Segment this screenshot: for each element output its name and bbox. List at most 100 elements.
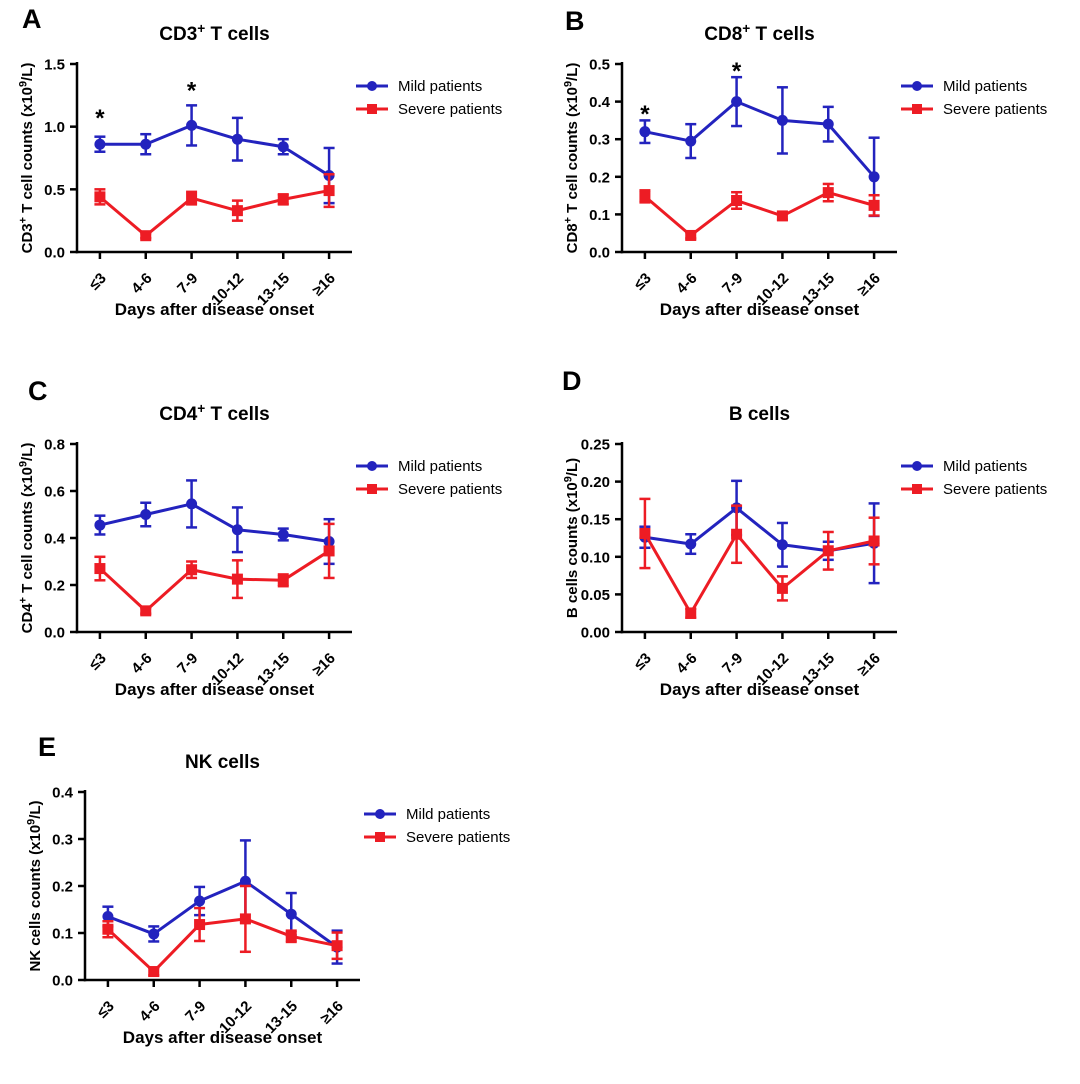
data-point-marker bbox=[639, 126, 651, 138]
legend-label: Severe patients bbox=[398, 101, 502, 118]
y-tick-label: 0.05 bbox=[581, 587, 610, 604]
legend-label: Mild patients bbox=[406, 806, 490, 823]
y-axis-label: CD8+ T cell counts (x109/L) bbox=[562, 63, 581, 254]
legend-label: Mild patients bbox=[398, 78, 482, 95]
data-point-marker bbox=[239, 913, 251, 925]
data-point-marker bbox=[148, 928, 160, 940]
series-line bbox=[106, 917, 338, 974]
data-point-marker bbox=[102, 911, 114, 923]
legend-item-mild-patients: Mild patients bbox=[356, 78, 482, 95]
x-tick-label: ≤3 bbox=[86, 270, 110, 294]
axes bbox=[70, 62, 352, 259]
legend-label: Mild patients bbox=[943, 78, 1027, 95]
y-tick-label: 0.00 bbox=[581, 625, 610, 642]
series-mild-patients bbox=[102, 839, 343, 965]
y-tick-label: 0.3 bbox=[589, 132, 610, 149]
series-line bbox=[99, 123, 330, 177]
panel-letter: B bbox=[565, 6, 585, 36]
y-tick-label: 0.4 bbox=[44, 531, 66, 548]
legend-item-severe-patients: Severe patients bbox=[356, 481, 502, 498]
data-point-marker bbox=[285, 908, 297, 920]
legend-label: Mild patients bbox=[943, 458, 1027, 475]
legend-item-severe-patients: Severe patients bbox=[901, 101, 1047, 118]
legend-marker-circle-icon bbox=[367, 81, 377, 91]
series-line bbox=[98, 549, 330, 613]
y-tick-label: 0.0 bbox=[44, 245, 65, 262]
y-tick-label: 0.3 bbox=[52, 832, 73, 849]
data-point-marker bbox=[277, 141, 289, 153]
x-tick-label: ≥16 bbox=[854, 270, 884, 300]
legend-marker-circle-icon bbox=[375, 809, 385, 819]
series-mild-patients bbox=[94, 104, 335, 205]
data-point-marker bbox=[323, 185, 335, 197]
legend-item-mild-patients: Mild patients bbox=[356, 458, 482, 475]
y-tick-label: 0.0 bbox=[44, 625, 65, 642]
y-tick-label: 0.4 bbox=[589, 94, 611, 111]
data-point-marker bbox=[277, 528, 289, 540]
series-line bbox=[643, 532, 875, 615]
series-severe-patients bbox=[639, 182, 880, 241]
data-point-marker bbox=[776, 114, 788, 126]
data-point-marker bbox=[868, 199, 880, 211]
series-severe-patients bbox=[94, 173, 335, 242]
data-point-marker bbox=[231, 524, 243, 536]
legend-marker-circle-icon bbox=[912, 461, 922, 471]
x-tick-label: ≥16 bbox=[309, 650, 339, 680]
chart-title: NK cells bbox=[185, 752, 260, 773]
y-axis-label: NK cells counts (x109/L) bbox=[25, 800, 44, 971]
y-tick-label: 0.1 bbox=[52, 926, 73, 943]
y-tick-label: 0.4 bbox=[52, 785, 74, 802]
data-point-marker bbox=[194, 895, 206, 907]
data-point-marker bbox=[186, 498, 198, 510]
significance-asterisk: * bbox=[732, 58, 742, 85]
panel-cd3-t-cells: A 0.0 0.5 1.0 1.5 ≤3 4-6 7-9 10-12 13-15 ≥16 CD3+ … bbox=[0, 0, 545, 360]
chart-b-cells: 0.000.050.100.150.200.25≤3 4-6 7-9 10-12 13-… bbox=[562, 404, 1047, 699]
data-point-marker bbox=[140, 605, 152, 617]
significance-asterisk: * bbox=[95, 105, 105, 132]
x-tick-label: ≤3 bbox=[631, 270, 655, 294]
series-line bbox=[644, 100, 876, 178]
legend-item-severe-patients: Severe patients bbox=[356, 101, 502, 118]
series-severe-patients bbox=[639, 497, 880, 619]
data-point-marker bbox=[94, 191, 106, 203]
legend-item-mild-patients: Mild patients bbox=[901, 78, 1027, 95]
x-tick-label: 4-6 bbox=[128, 270, 155, 297]
data-point-marker bbox=[731, 194, 743, 206]
data-point-marker bbox=[231, 573, 243, 585]
y-tick-label: 0.15 bbox=[581, 512, 610, 529]
legend-label: Mild patients bbox=[398, 458, 482, 475]
series-line bbox=[99, 502, 330, 544]
series-line bbox=[643, 191, 875, 237]
panel-cd4-t-cells: C 0.0 0.2 0.4 0.6 0.8 ≤3 4-6 7-9 10-12 13-15 ≥16 CD… bbox=[0, 378, 545, 740]
axes bbox=[78, 790, 360, 987]
panel-letter: E bbox=[38, 732, 57, 762]
data-point-marker bbox=[685, 538, 697, 550]
chart-cd8-t-cells: 0.00.10.20.30.40.5≤3 4-6 7-9 10-12 13-15 ≥16C… bbox=[562, 21, 1047, 319]
legend-marker-square-icon bbox=[375, 832, 385, 842]
y-tick-label: 0.1 bbox=[589, 207, 610, 224]
data-point-marker bbox=[194, 919, 206, 931]
panel-letter: D bbox=[562, 366, 582, 396]
data-point-marker bbox=[685, 135, 697, 147]
data-point-marker bbox=[140, 509, 152, 520]
data-point-marker bbox=[186, 119, 198, 131]
legend-label: Severe patients bbox=[398, 481, 502, 498]
significance-asterisk: * bbox=[640, 101, 650, 128]
data-point-marker bbox=[148, 966, 160, 978]
legend-marker-square-icon bbox=[912, 484, 922, 494]
x-tick-label: ≤3 bbox=[94, 998, 118, 1022]
x-tick-label: 4-6 bbox=[128, 650, 155, 677]
data-point-marker bbox=[323, 545, 335, 557]
x-tick-label: 7-9 bbox=[174, 270, 201, 297]
data-point-marker bbox=[776, 210, 788, 222]
chart-title: CD4+ T cells bbox=[159, 401, 269, 425]
panel-cd8-t-cells: B 0.0 0.1 0.2 0.3 0.4 0.5 ≤3 4-6 7-9 10-12 13-15 ≥1… bbox=[545, 0, 1080, 360]
y-tick-label: 0.0 bbox=[589, 245, 610, 262]
data-point-marker bbox=[685, 229, 697, 241]
chart-title: B cells bbox=[729, 404, 790, 425]
data-point-marker bbox=[239, 875, 251, 887]
series-mild-patients bbox=[94, 479, 335, 566]
y-tick-label: 0.2 bbox=[44, 578, 65, 595]
